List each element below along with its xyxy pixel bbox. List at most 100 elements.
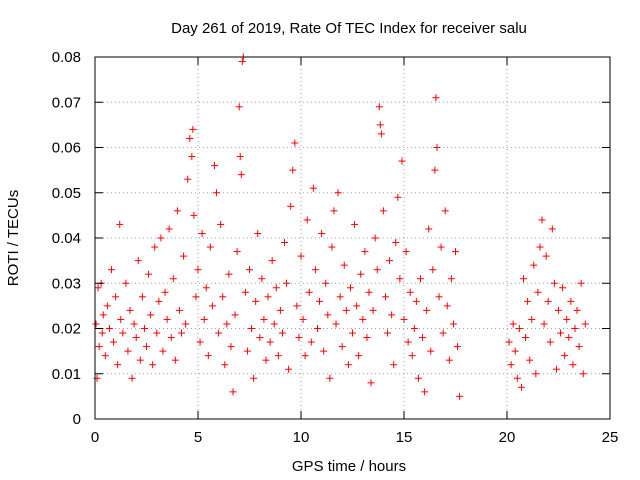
data-point xyxy=(238,58,246,66)
data-point xyxy=(235,103,243,111)
data-point xyxy=(328,243,336,251)
x-tick-label: 15 xyxy=(396,429,413,446)
data-point xyxy=(550,279,558,287)
data-point xyxy=(432,94,440,102)
data-point xyxy=(371,234,379,242)
data-point xyxy=(276,306,284,314)
data-point xyxy=(505,338,513,346)
data-point xyxy=(136,356,144,364)
data-point xyxy=(192,293,200,301)
data-point xyxy=(303,216,311,224)
y-tick-label: 0.07 xyxy=(52,94,81,111)
y-tick-label: 0.08 xyxy=(52,49,81,66)
data-point xyxy=(107,266,115,274)
data-point xyxy=(456,392,464,400)
data-point xyxy=(206,243,214,251)
data-point xyxy=(287,202,295,210)
y-tick-label: 0.05 xyxy=(52,185,81,202)
data-point xyxy=(416,275,424,283)
data-point xyxy=(155,297,163,305)
data-point xyxy=(114,361,122,369)
data-point xyxy=(132,334,140,342)
data-point xyxy=(117,315,125,323)
data-point xyxy=(194,266,202,274)
data-point xyxy=(130,320,138,328)
data-point xyxy=(355,352,363,360)
data-point xyxy=(542,252,550,260)
data-point xyxy=(309,184,317,192)
data-point xyxy=(534,288,542,296)
y-tick-label: 0.04 xyxy=(52,230,81,247)
data-point xyxy=(384,329,392,337)
data-point xyxy=(528,315,536,323)
data-point xyxy=(342,306,350,314)
data-point xyxy=(157,234,165,242)
data-point xyxy=(559,284,567,292)
data-point xyxy=(507,361,515,369)
data-point xyxy=(349,329,356,337)
data-point xyxy=(289,166,297,174)
data-point xyxy=(408,352,416,360)
data-point xyxy=(190,211,198,219)
data-point xyxy=(178,329,186,337)
y-tick-label: 0.01 xyxy=(52,366,81,383)
data-point xyxy=(233,248,241,256)
data-point xyxy=(95,343,103,351)
data-point xyxy=(252,297,260,305)
data-point xyxy=(299,315,307,323)
data-point xyxy=(421,388,429,396)
data-point xyxy=(184,175,192,183)
data-point xyxy=(449,320,457,328)
data-point xyxy=(565,334,573,342)
data-point xyxy=(429,266,437,274)
data-point xyxy=(390,361,398,369)
data-point xyxy=(217,220,225,228)
data-point xyxy=(381,293,389,301)
data-point xyxy=(208,302,216,310)
data-point xyxy=(340,261,348,269)
data-point xyxy=(577,279,585,287)
data-point xyxy=(509,320,517,328)
data-point xyxy=(110,338,118,346)
data-point xyxy=(555,306,562,314)
grid-lines xyxy=(95,57,610,419)
data-point xyxy=(149,361,157,369)
data-point xyxy=(126,306,134,314)
data-point xyxy=(519,275,527,283)
y-tick-label: 0.03 xyxy=(52,275,81,292)
data-point xyxy=(511,347,519,355)
data-point xyxy=(167,334,175,342)
data-point xyxy=(103,302,111,310)
data-point xyxy=(423,306,431,314)
x-tick-label: 10 xyxy=(293,429,310,446)
data-point xyxy=(202,284,210,292)
data-point xyxy=(404,338,412,346)
data-point xyxy=(361,248,369,256)
data-point xyxy=(400,315,408,323)
data-point xyxy=(406,288,414,296)
y-axis-label: ROTI / TECUs xyxy=(5,190,22,286)
data-point xyxy=(377,130,385,138)
data-point xyxy=(571,325,579,332)
data-point xyxy=(320,347,328,355)
data-point xyxy=(435,293,443,301)
data-point xyxy=(552,365,560,373)
data-point xyxy=(223,320,231,328)
data-point xyxy=(517,383,525,391)
data-point xyxy=(515,325,523,332)
data-point xyxy=(204,352,212,360)
data-point xyxy=(563,315,571,323)
data-point xyxy=(180,252,188,260)
data-point xyxy=(367,379,375,387)
data-point xyxy=(452,248,459,256)
data-point xyxy=(313,325,321,332)
data-point xyxy=(281,239,289,247)
data-point xyxy=(189,125,197,133)
x-tick-label: 0 xyxy=(91,429,99,446)
y-tick-label: 0.02 xyxy=(52,321,81,338)
data-point xyxy=(243,347,251,355)
data-point xyxy=(254,229,262,237)
data-point xyxy=(94,284,102,292)
data-point xyxy=(163,315,171,323)
data-point xyxy=(260,315,268,323)
